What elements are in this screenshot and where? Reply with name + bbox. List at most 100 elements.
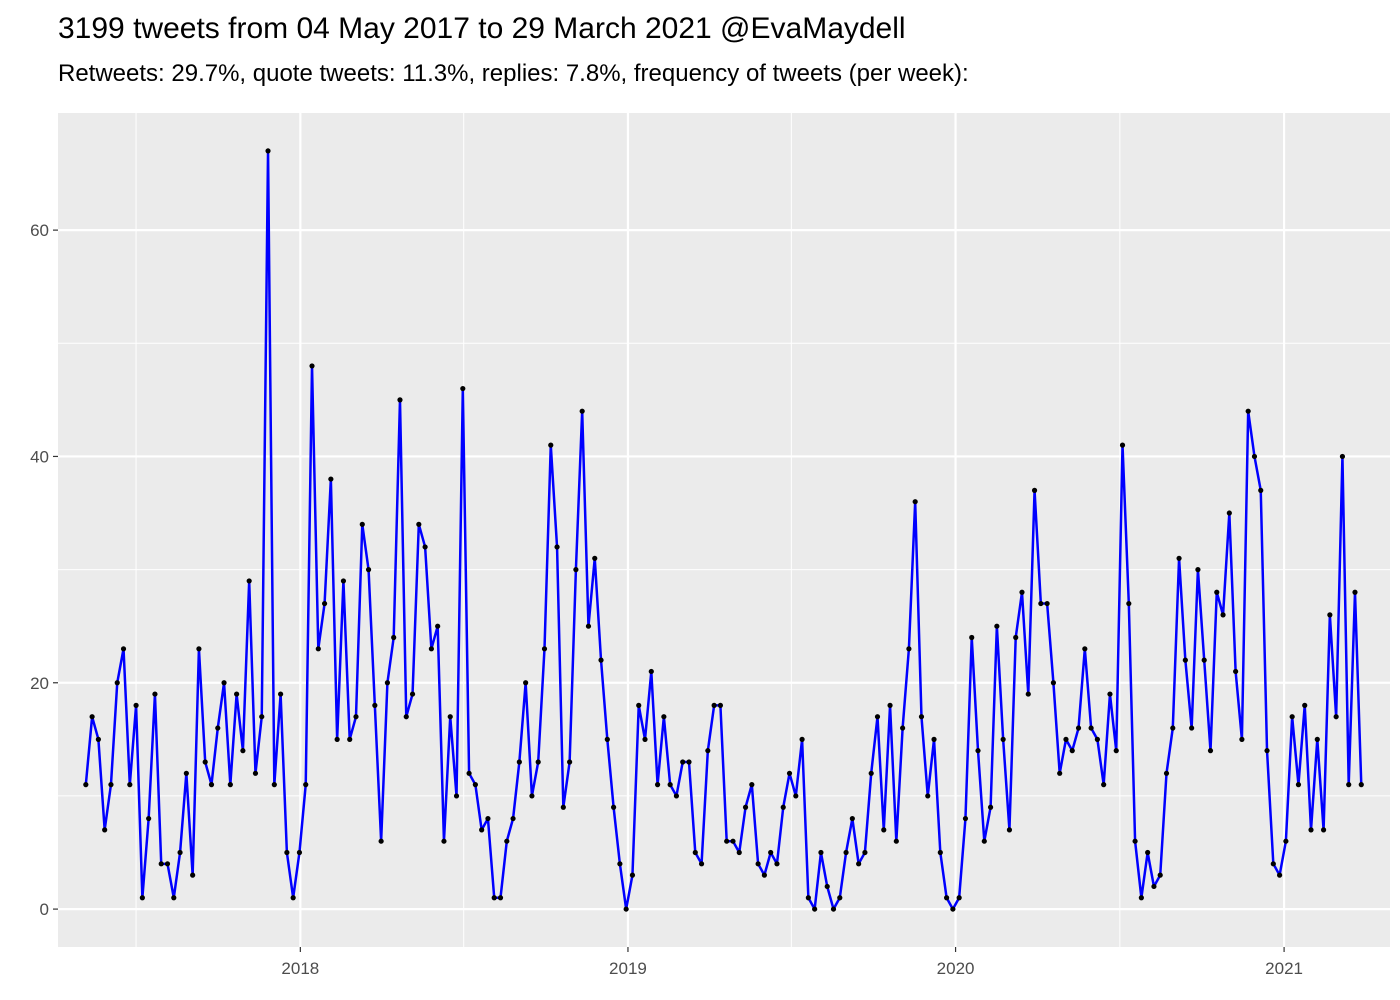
data-point — [497, 895, 504, 901]
data-point — [127, 782, 133, 788]
data-point — [950, 906, 956, 912]
data-point — [654, 782, 661, 788]
data-point — [1283, 838, 1289, 844]
data-point — [1132, 838, 1138, 844]
y-tick-label: 0 — [40, 900, 49, 919]
data-point — [585, 623, 592, 629]
data-point — [321, 600, 328, 607]
data-point — [1189, 725, 1195, 731]
data-point — [146, 815, 152, 822]
data-point — [604, 736, 610, 742]
data-point — [215, 725, 221, 731]
data-point — [887, 702, 893, 709]
data-point — [548, 442, 554, 448]
data-point — [1182, 657, 1188, 663]
data-point — [1113, 748, 1119, 754]
data-point — [648, 668, 654, 675]
data-point — [1295, 782, 1302, 788]
data-point — [447, 714, 453, 720]
data-point — [1289, 714, 1295, 720]
data-point — [1031, 487, 1038, 493]
data-point — [780, 804, 786, 810]
data-point — [466, 770, 472, 776]
data-point — [1233, 668, 1239, 675]
data-point — [1277, 872, 1283, 878]
data-point — [912, 499, 918, 505]
data-point — [171, 895, 177, 901]
data-point — [742, 804, 749, 810]
data-point — [636, 702, 642, 709]
data-point — [1239, 736, 1245, 742]
data-point — [830, 906, 837, 912]
plot-panel — [58, 113, 1390, 947]
data-point — [504, 838, 510, 844]
data-point — [661, 714, 667, 720]
data-point — [89, 714, 95, 720]
data-point — [812, 906, 818, 912]
data-point — [579, 408, 585, 414]
data-point — [1044, 600, 1050, 607]
data-point — [114, 680, 120, 686]
data-point — [1138, 895, 1144, 901]
data-point — [1264, 748, 1270, 754]
data-point — [1163, 770, 1170, 776]
data-point — [617, 861, 623, 867]
data-point — [152, 691, 158, 697]
data-point — [667, 782, 673, 788]
data-point — [365, 567, 372, 573]
data-point — [824, 883, 830, 890]
data-point — [1025, 691, 1031, 697]
x-axis: 2018 2019 2020 2021 — [281, 947, 1303, 978]
data-point — [95, 736, 101, 742]
data-point — [931, 736, 937, 742]
series-line — [84, 149, 1363, 911]
data-point — [642, 736, 648, 742]
data-point — [334, 736, 340, 742]
data-point — [736, 849, 742, 856]
data-point — [918, 714, 925, 720]
data-point — [1333, 714, 1339, 720]
data-point — [479, 827, 485, 833]
data-point — [1176, 555, 1182, 561]
data-point — [416, 521, 422, 527]
data-point — [535, 759, 541, 765]
data-point — [378, 838, 384, 844]
data-point — [818, 849, 824, 856]
data-point — [698, 861, 705, 867]
data-point — [1063, 736, 1069, 742]
data-point — [1170, 725, 1176, 731]
data-point — [623, 906, 629, 912]
data-point — [1214, 589, 1220, 595]
data-point — [554, 544, 560, 550]
data-point — [315, 646, 321, 652]
data-point — [265, 148, 271, 154]
data-point — [303, 782, 309, 788]
data-point — [491, 895, 497, 901]
data-point — [705, 748, 711, 754]
data-point — [1358, 782, 1364, 788]
data-point — [271, 782, 277, 788]
data-point — [227, 782, 233, 788]
data-point — [1195, 567, 1201, 573]
data-point — [1057, 770, 1063, 776]
x-tick-label: 2018 — [281, 959, 319, 978]
data-point — [290, 895, 296, 901]
data-point — [856, 861, 862, 867]
data-point — [893, 838, 899, 844]
data-point — [567, 759, 573, 765]
data-point — [629, 872, 636, 878]
data-point — [422, 544, 428, 550]
y-tick-label: 20 — [30, 674, 49, 693]
data-point — [83, 782, 89, 788]
data-point — [1119, 442, 1126, 448]
data-point — [673, 793, 680, 799]
x-tick-label: 2019 — [609, 959, 647, 978]
data-point — [592, 555, 598, 561]
data-point — [359, 521, 365, 527]
x-tick-label: 2021 — [1265, 959, 1303, 978]
data-point — [1075, 725, 1082, 731]
data-point — [692, 849, 698, 856]
data-point — [102, 827, 108, 833]
data-point — [724, 838, 730, 844]
data-point — [761, 872, 767, 878]
